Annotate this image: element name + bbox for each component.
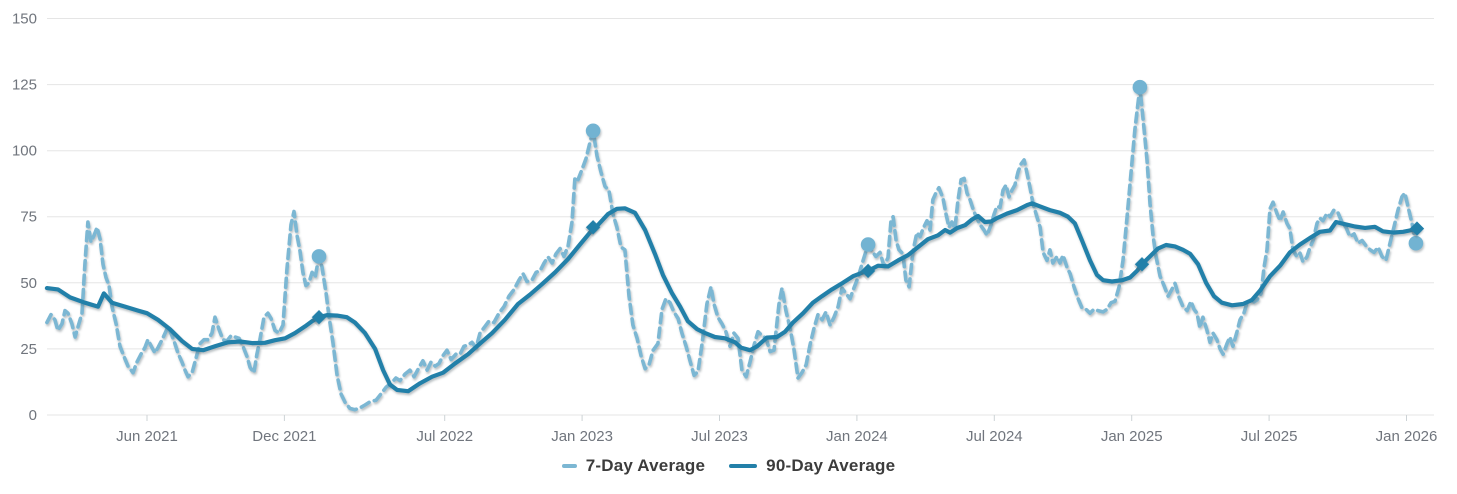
- x-axis-tick-label: Jul 2025: [1241, 428, 1298, 445]
- annotation-marker-circle[interactable]: [860, 237, 876, 252]
- annotation-marker-diamond[interactable]: [860, 263, 876, 279]
- chart-legend: 7-Day Average 90-Day Average: [0, 456, 1457, 476]
- y-axis-tick-label: 25: [20, 341, 37, 358]
- data-point-markers: [311, 79, 1425, 325]
- y-axis-tick-label: 0: [29, 407, 37, 424]
- axis-labels: 0 25 50 75 100 125 150 Jun 2021 Dec 2021 Jul 2022…: [12, 11, 1437, 446]
- y-axis-tick-label: 100: [12, 143, 37, 160]
- x-axis-tick-label: Dec 2021: [252, 428, 316, 445]
- dashed-line-swatch-icon: [561, 464, 577, 468]
- legend-item-90day-average[interactable]: 90-Day Average: [729, 456, 895, 476]
- annotation-marker-circle[interactable]: [1132, 79, 1148, 95]
- data-series: [44, 85, 1420, 412]
- series-line-7day-average[interactable]: [45, 85, 1418, 412]
- annotation-marker-circle[interactable]: [585, 123, 601, 139]
- legend-label-90day: 90-Day Average: [766, 456, 896, 475]
- y-axis-tick-label: 50: [20, 275, 37, 292]
- x-axis-tick-label: Jul 2022: [416, 428, 473, 445]
- gridlines: [47, 18, 1434, 416]
- legend-item-7day-average[interactable]: 7-Day Average: [561, 456, 706, 476]
- annotation-marker-diamond[interactable]: [1134, 257, 1150, 272]
- x-axis-tick-label: Jul 2024: [966, 428, 1023, 445]
- solid-line-swatch-icon: [729, 464, 758, 468]
- y-axis-tick-label: 150: [12, 11, 37, 28]
- y-axis-tick-label: 75: [20, 209, 37, 226]
- x-axis-tick-label: Jan 2025: [1101, 428, 1163, 445]
- series-line-90day-average[interactable]: [44, 201, 1420, 394]
- legend-label-7day: 7-Day Average: [585, 456, 706, 475]
- x-axis-tick-label: Jul 2023: [691, 428, 748, 445]
- x-axis-tick-label: Jan 2024: [826, 428, 888, 445]
- x-axis-tick-label: Jun 2021: [116, 428, 178, 445]
- annotation-marker-diamond[interactable]: [311, 309, 327, 325]
- annotation-marker-circle[interactable]: [1408, 235, 1424, 251]
- x-axis-tick-label: Jan 2023: [551, 428, 613, 445]
- annotation-marker-diamond[interactable]: [585, 220, 601, 235]
- x-axis-tick-label: Jan 2026: [1376, 428, 1438, 445]
- annotation-marker-circle[interactable]: [311, 249, 327, 264]
- y-axis-tick-label: 125: [12, 77, 37, 94]
